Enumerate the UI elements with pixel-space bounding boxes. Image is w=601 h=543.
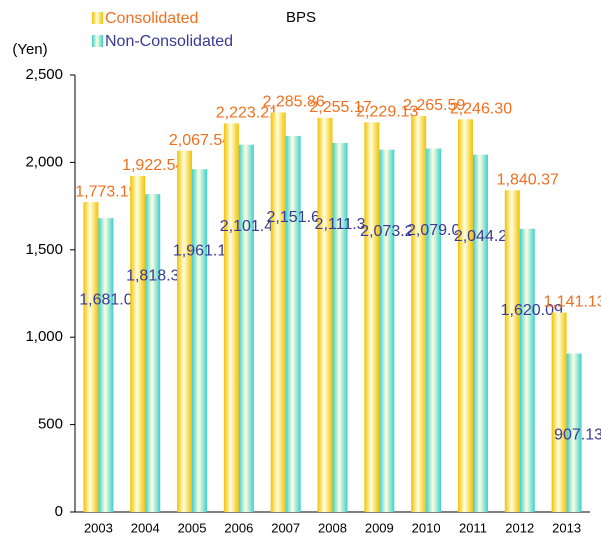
value-label: 2,246.30 [450,101,512,118]
bar [551,312,567,512]
bar [285,135,301,512]
x-tick-label: 2009 [365,520,394,535]
x-tick-label: 2007 [271,520,300,535]
y-tick-label: 1,000 [25,328,63,345]
value-label: 2,151.63 [267,209,329,226]
bar [519,228,535,512]
bar [238,144,254,512]
value-label: 1,141.13 [543,294,601,311]
bar [130,175,146,512]
value-label: 2,229.13 [356,104,418,121]
value-label: 2,285.86 [263,94,325,111]
bar [426,148,442,512]
value-label: 2,265.59 [403,97,465,114]
bar [145,194,161,513]
bar [223,123,239,513]
bar [411,115,427,513]
bar [270,112,286,512]
value-label: 2,073.23 [360,223,422,240]
bar [364,122,380,512]
value-label: 1,681.03 [79,291,141,308]
bar [504,190,520,512]
value-label: 1,818.35 [126,267,188,284]
bar [177,150,193,513]
x-tick-label: 2010 [412,520,441,535]
bar [457,119,473,512]
bar [566,353,582,512]
value-label: 2,223.21 [216,105,278,122]
value-label: 1,773.19 [75,183,137,200]
value-label: 2,067.54 [169,132,231,149]
x-tick-label: 2008 [318,520,347,535]
x-tick-label: 2013 [552,520,581,535]
legend-label: Consolidated [105,10,198,27]
legend-swatch [92,12,103,24]
x-tick-label: 2005 [178,520,207,535]
value-label: 2,111.37 [315,216,375,233]
chart-title: BPS [286,9,316,26]
x-tick-label: 2012 [505,520,534,535]
legend-label: Non-Consolidated [105,33,233,50]
value-label: 2,044.29 [454,228,516,245]
legend-swatch [92,35,103,47]
value-label: 1,840.37 [497,172,559,189]
bar [83,202,99,512]
value-label: 1,922.54 [122,157,184,174]
bar [332,142,348,512]
value-label: 1,620.09 [501,302,563,319]
bar [379,149,395,512]
bar [472,154,488,512]
bar [192,169,208,512]
value-label: 2,101.48 [220,218,282,235]
y-tick-label: 2,500 [25,66,63,83]
bar [98,218,114,513]
value-label: 907.13 [554,427,601,444]
x-tick-label: 2011 [459,520,487,535]
y-tick-label: 0 [55,503,63,520]
y-tick-label: 2,000 [25,153,63,170]
y-tick-label: 1,500 [25,241,63,258]
value-label: 2,079.04 [407,222,469,239]
y-axis-label: (Yen) [12,41,47,58]
value-label: 1,961.19 [173,242,235,259]
y-tick-label: 500 [38,416,63,433]
bar [317,117,333,512]
x-tick-label: 2006 [224,520,253,535]
x-tick-label: 2003 [84,520,113,535]
x-tick-label: 2004 [131,520,160,535]
value-label: 2,255.17 [309,99,371,116]
